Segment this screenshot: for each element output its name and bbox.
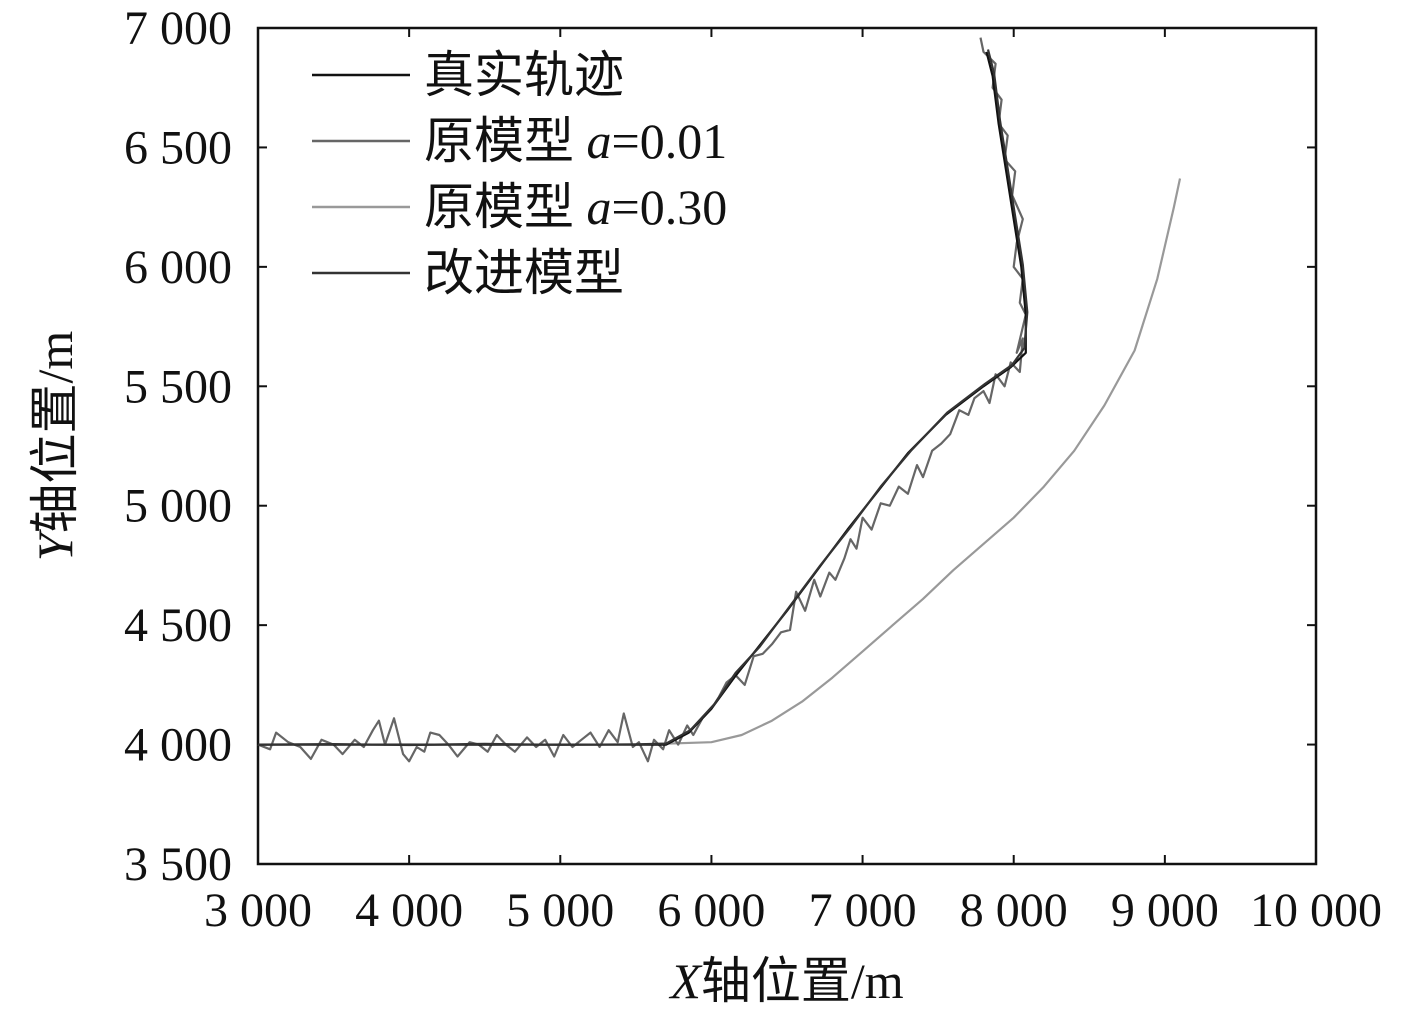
x-axis-title: X轴位置/m — [668, 953, 903, 1009]
plot-area — [256, 26, 1318, 866]
y-axis-var: Y — [27, 528, 83, 561]
y-tick-label: 3 500 — [124, 838, 232, 891]
legend-label-prefix: 原模型 — [424, 113, 587, 169]
y-tick-label: 6 000 — [124, 241, 232, 294]
x-tick-label: 6 000 — [657, 884, 765, 937]
y-tick-label: 5 000 — [124, 480, 232, 533]
x-tick-label: 3 000 — [204, 884, 312, 937]
legend-label-var: a — [587, 113, 612, 169]
x-tick-labels: 3 000 4 000 5 000 6 000 7 000 8 000 9 000 10 00… — [204, 884, 1382, 937]
x-tick-label: 10 000 — [1250, 884, 1382, 937]
y-tick-label: 6 500 — [124, 121, 232, 174]
legend-label-suffix: =0.01 — [612, 113, 728, 169]
x-tick-label: 4 000 — [355, 884, 463, 937]
x-tick-label: 9 000 — [1111, 884, 1219, 937]
series-lines — [257, 37, 1182, 763]
legend-label-prefix: 原模型 — [424, 179, 587, 235]
legend-label-4: 改进模型 — [424, 245, 624, 301]
y-tick-label: 4 500 — [124, 599, 232, 652]
legend-label-3: 原模型 a=0.30 — [424, 179, 727, 235]
x-axis-text: 轴位置/m — [701, 953, 904, 1009]
y-tick-label: 7 000 — [124, 2, 232, 55]
x-tick-label: 7 000 — [809, 884, 917, 937]
y-axis-title: Y轴位置/m — [27, 331, 83, 562]
x-tick-label: 5 000 — [506, 884, 614, 937]
axis-ticks — [257, 27, 1317, 865]
legend-label-var: a — [587, 179, 612, 235]
legend-label-prefix: 改进模型 — [424, 245, 624, 301]
y-tick-label: 4 000 — [124, 719, 232, 772]
legend-label-suffix: =0.30 — [612, 179, 728, 235]
x-tick-label: 8 000 — [960, 884, 1068, 937]
series-line-3 — [635, 178, 1182, 746]
series-line-4 — [257, 49, 1029, 747]
legend-label-prefix: 真实轨迹 — [424, 47, 624, 103]
y-tick-label: 5 500 — [124, 360, 232, 413]
x-axis-var: X — [668, 953, 703, 1009]
legend-label-2: 原模型 a=0.01 — [424, 113, 727, 169]
y-axis-text: 轴位置/m — [27, 331, 83, 534]
legend-label-1: 真实轨迹 — [424, 47, 624, 103]
y-tick-labels: 3 500 4 000 4 500 5 000 5 500 6 000 6 500 7 000 — [124, 2, 232, 891]
